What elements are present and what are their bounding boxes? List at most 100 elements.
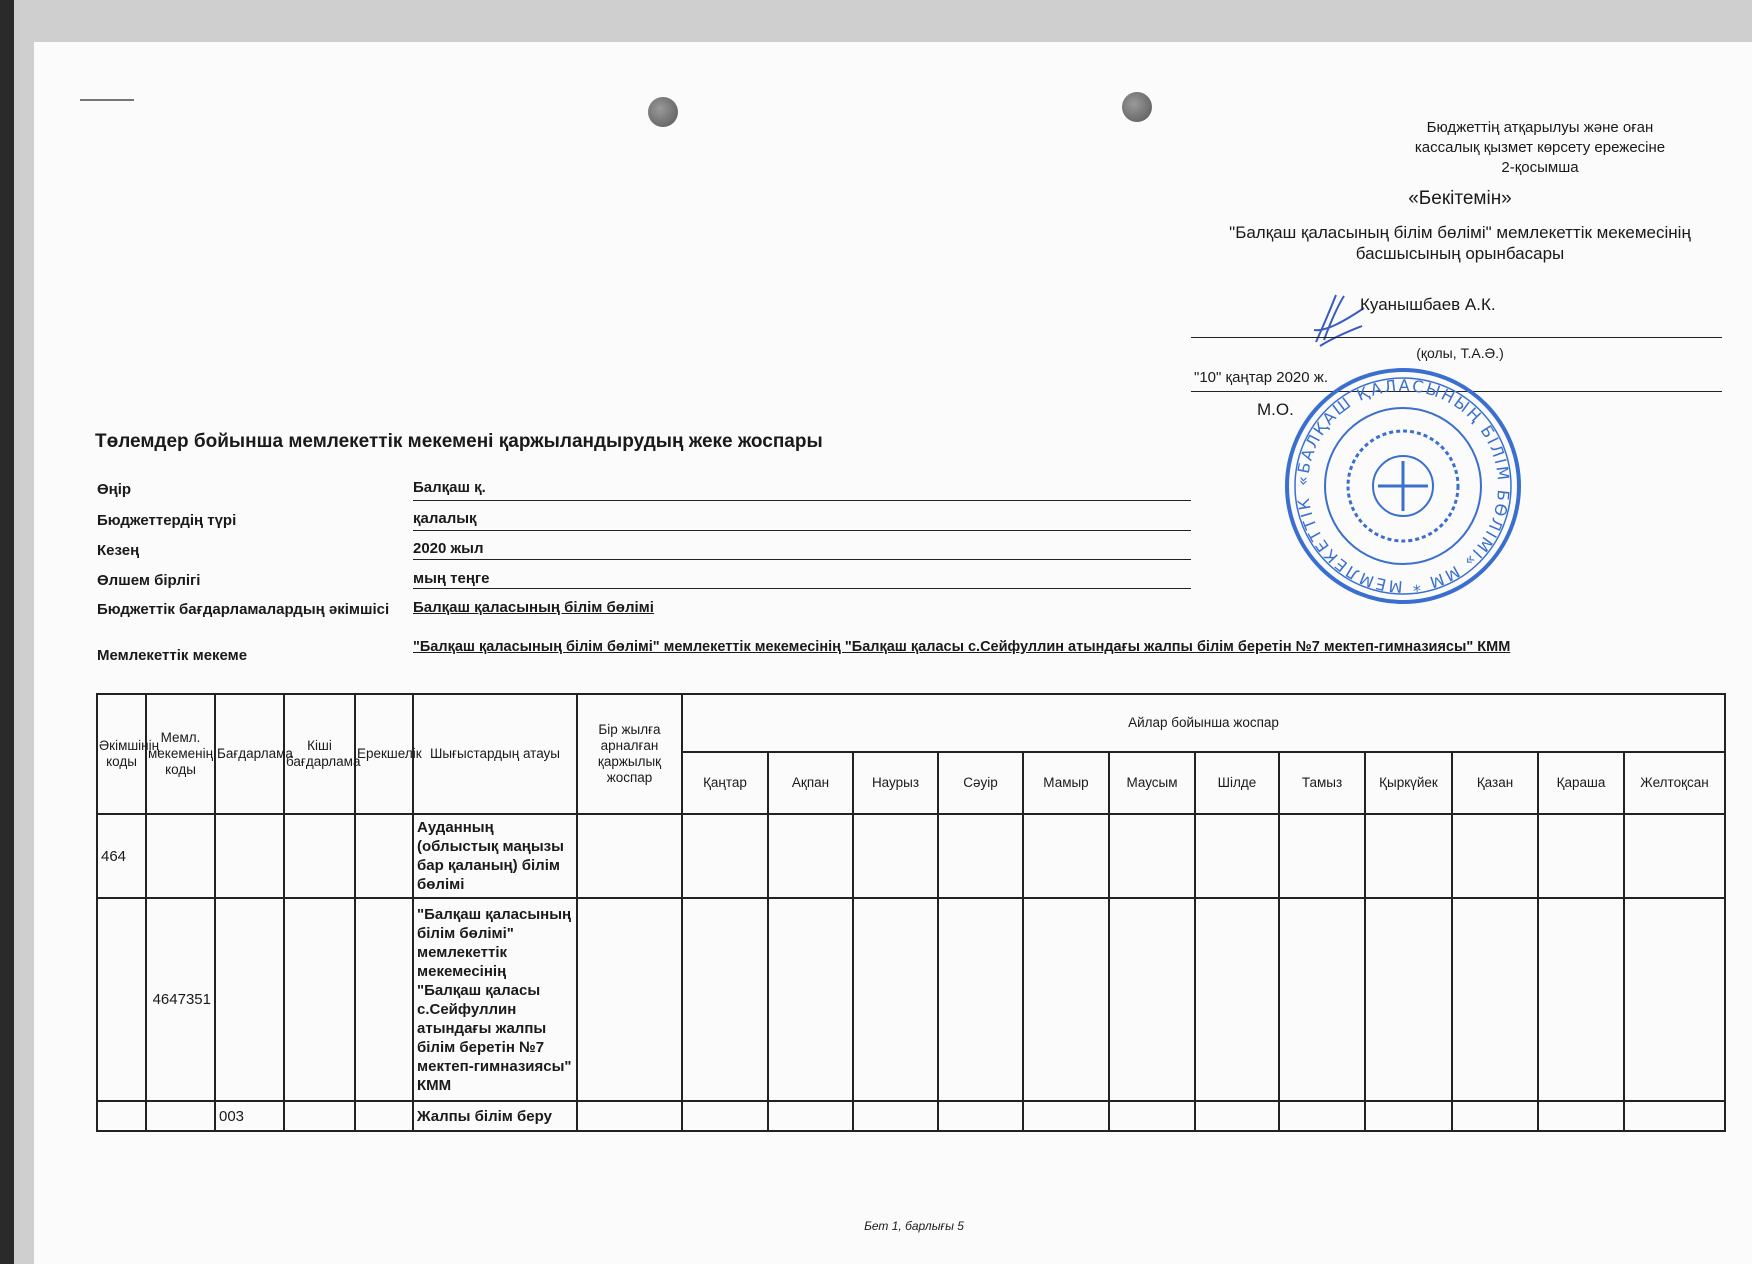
- month-cell: [937, 813, 1024, 899]
- month-cell: [937, 897, 1024, 1102]
- admin-code: [96, 897, 147, 1102]
- month-cell: [681, 897, 769, 1102]
- field-label: Өлшем бірлігі: [97, 572, 201, 589]
- month-cell: [681, 813, 769, 899]
- month-cell: [852, 897, 939, 1102]
- month-cell: [937, 1100, 1024, 1132]
- month-header: Мамыр: [1022, 751, 1110, 815]
- header-row: Әкімшінің коды Мемл. мекеменің коды Бағд…: [96, 693, 1726, 815]
- approval-date: "10" қаңтар 2020 ж.: [1194, 369, 1328, 386]
- field-label: Мемлекеттік мекеме: [97, 647, 248, 664]
- month-cell: [1108, 813, 1196, 899]
- signer-name: Куанышбаев А.К.: [1360, 295, 1496, 314]
- signature-caption: (қолы, Т.А.Ә.): [1416, 345, 1504, 361]
- table-row: 464 Ауданның (облыстық маңызы бар қаланы…: [96, 813, 1726, 899]
- position-line: "Балқаш қаласының білім бөлімі" мемлекет…: [1229, 223, 1691, 242]
- expense-name: Ауданның (облыстық маңызы бар қаланың) б…: [412, 813, 578, 899]
- field-value: Балқаш қ.: [413, 479, 486, 496]
- subprogram: [283, 897, 356, 1102]
- field-underline: [413, 530, 1191, 531]
- month-header: Қараша: [1537, 751, 1625, 815]
- table-row: 003 Жалпы білім беру: [96, 1100, 1726, 1132]
- field-underline: [413, 559, 1191, 560]
- field-label: Кезең: [97, 542, 140, 559]
- field-value: Балқаш қаласының білім бөлімі: [413, 599, 654, 616]
- month-cell: [1278, 1100, 1366, 1132]
- financing-plan-table: Әкімшінің коды Мемл. мекеменің коды Бағд…: [96, 693, 1726, 1132]
- inst-code: [145, 813, 216, 899]
- field-underline: [413, 588, 1191, 589]
- month-cell: [852, 813, 939, 899]
- month-header: Желтоқсан: [1623, 751, 1726, 815]
- month-cell: [1364, 1100, 1453, 1132]
- table-row: 4647351 "Балқаш қаласының білім бөлімі" …: [96, 897, 1726, 1102]
- field-value: мың теңге: [413, 570, 490, 587]
- month-cell: [1623, 1100, 1726, 1132]
- month-header: Маусым: [1108, 751, 1196, 815]
- month-cell: [767, 897, 854, 1102]
- subprogram: [283, 813, 356, 899]
- month-cell: [1364, 813, 1453, 899]
- month-cell: [1537, 897, 1625, 1102]
- expense-name: "Балқаш қаласының білім бөлімі" мемлекет…: [412, 897, 578, 1102]
- position-line: басшысының орынбасары: [1355, 244, 1565, 263]
- seal-place: М.О.: [1257, 400, 1294, 419]
- col-header: Кіші бағдарлама: [283, 693, 360, 815]
- page-footer: Бет 1, барлығы 5: [864, 1219, 964, 1233]
- annex-line: кассалық қызмет көрсету ережесіне: [1414, 139, 1666, 156]
- month-cell: [1278, 897, 1366, 1102]
- col-header: Бағдарлама: [214, 693, 293, 815]
- month-header: Шілде: [1194, 751, 1280, 815]
- field-label: Бюджеттердің түрі: [97, 512, 237, 529]
- annex-line: Бюджеттің атқарылуы және оған: [1426, 119, 1654, 136]
- month-cell: [1623, 897, 1726, 1102]
- field-value: "Балқаш қаласының білім бөлімі" мемлекет…: [413, 639, 1511, 655]
- inst-code: [145, 1100, 216, 1132]
- specificity: [354, 813, 414, 899]
- col-header: Ерекшелік: [354, 693, 422, 815]
- month-header: Қаңтар: [681, 751, 769, 815]
- approve-heading: «Бекітемін»: [1408, 188, 1512, 209]
- month-header: Сәуір: [937, 751, 1024, 815]
- col-header: Мемл. мекеменің коды: [145, 693, 216, 815]
- expense-name: Жалпы білім беру: [412, 1100, 578, 1132]
- month-cell: [1022, 813, 1110, 899]
- program: [214, 813, 285, 899]
- official-stamp: «БАЛҚАШ ҚАЛАСЫНЫҢ БІЛІМ БӨЛІМІ» ММ * МЕМ…: [1283, 366, 1521, 604]
- month-cell: [767, 813, 854, 899]
- admin-code: [96, 1100, 147, 1132]
- staple-mark: [80, 99, 134, 101]
- col-header: Шығыстардың атауы: [412, 693, 578, 815]
- specificity: [354, 1100, 414, 1132]
- col-header: Әкімшінің коды: [96, 693, 159, 815]
- annual-plan: [576, 1100, 683, 1132]
- field-label: Бюджеттік бағдарламалардың әкімшісі: [97, 601, 390, 618]
- program: [214, 897, 285, 1102]
- months-header: Айлар бойынша жоспар: [681, 693, 1726, 753]
- months-row: Қаңтар Ақпан Наурыз Сәуір Мамыр Маусым Ш…: [97, 751, 1726, 815]
- signature: [1313, 294, 1365, 347]
- field-value: қалалық: [413, 510, 477, 527]
- month-cell: [1451, 897, 1539, 1102]
- admin-code: 464: [96, 813, 147, 899]
- month-cell: [1194, 1100, 1280, 1132]
- inst-code: 4647351: [145, 897, 216, 1102]
- month-cell: [1451, 813, 1539, 899]
- signature-line: [1191, 337, 1722, 338]
- page-title: Төлемдер бойынша мемлекеттік мекемені қа…: [95, 431, 823, 452]
- field-underline: [413, 500, 1191, 501]
- specificity: [354, 897, 414, 1102]
- annual-plan: [576, 897, 683, 1102]
- month-header: Тамыз: [1278, 751, 1366, 815]
- month-header: Наурыз: [852, 751, 939, 815]
- month-cell: [1623, 813, 1726, 899]
- month-cell: [1364, 897, 1453, 1102]
- field-label: Өңір: [97, 481, 132, 498]
- month-cell: [1022, 897, 1110, 1102]
- month-cell: [1194, 813, 1280, 899]
- month-cell: [852, 1100, 939, 1132]
- month-header: Қазан: [1451, 751, 1539, 815]
- col-header: Бір жылға арналған қаржылық жоспар: [576, 693, 683, 815]
- subprogram: [283, 1100, 356, 1132]
- annex-line: 2-қосымша: [1501, 159, 1579, 176]
